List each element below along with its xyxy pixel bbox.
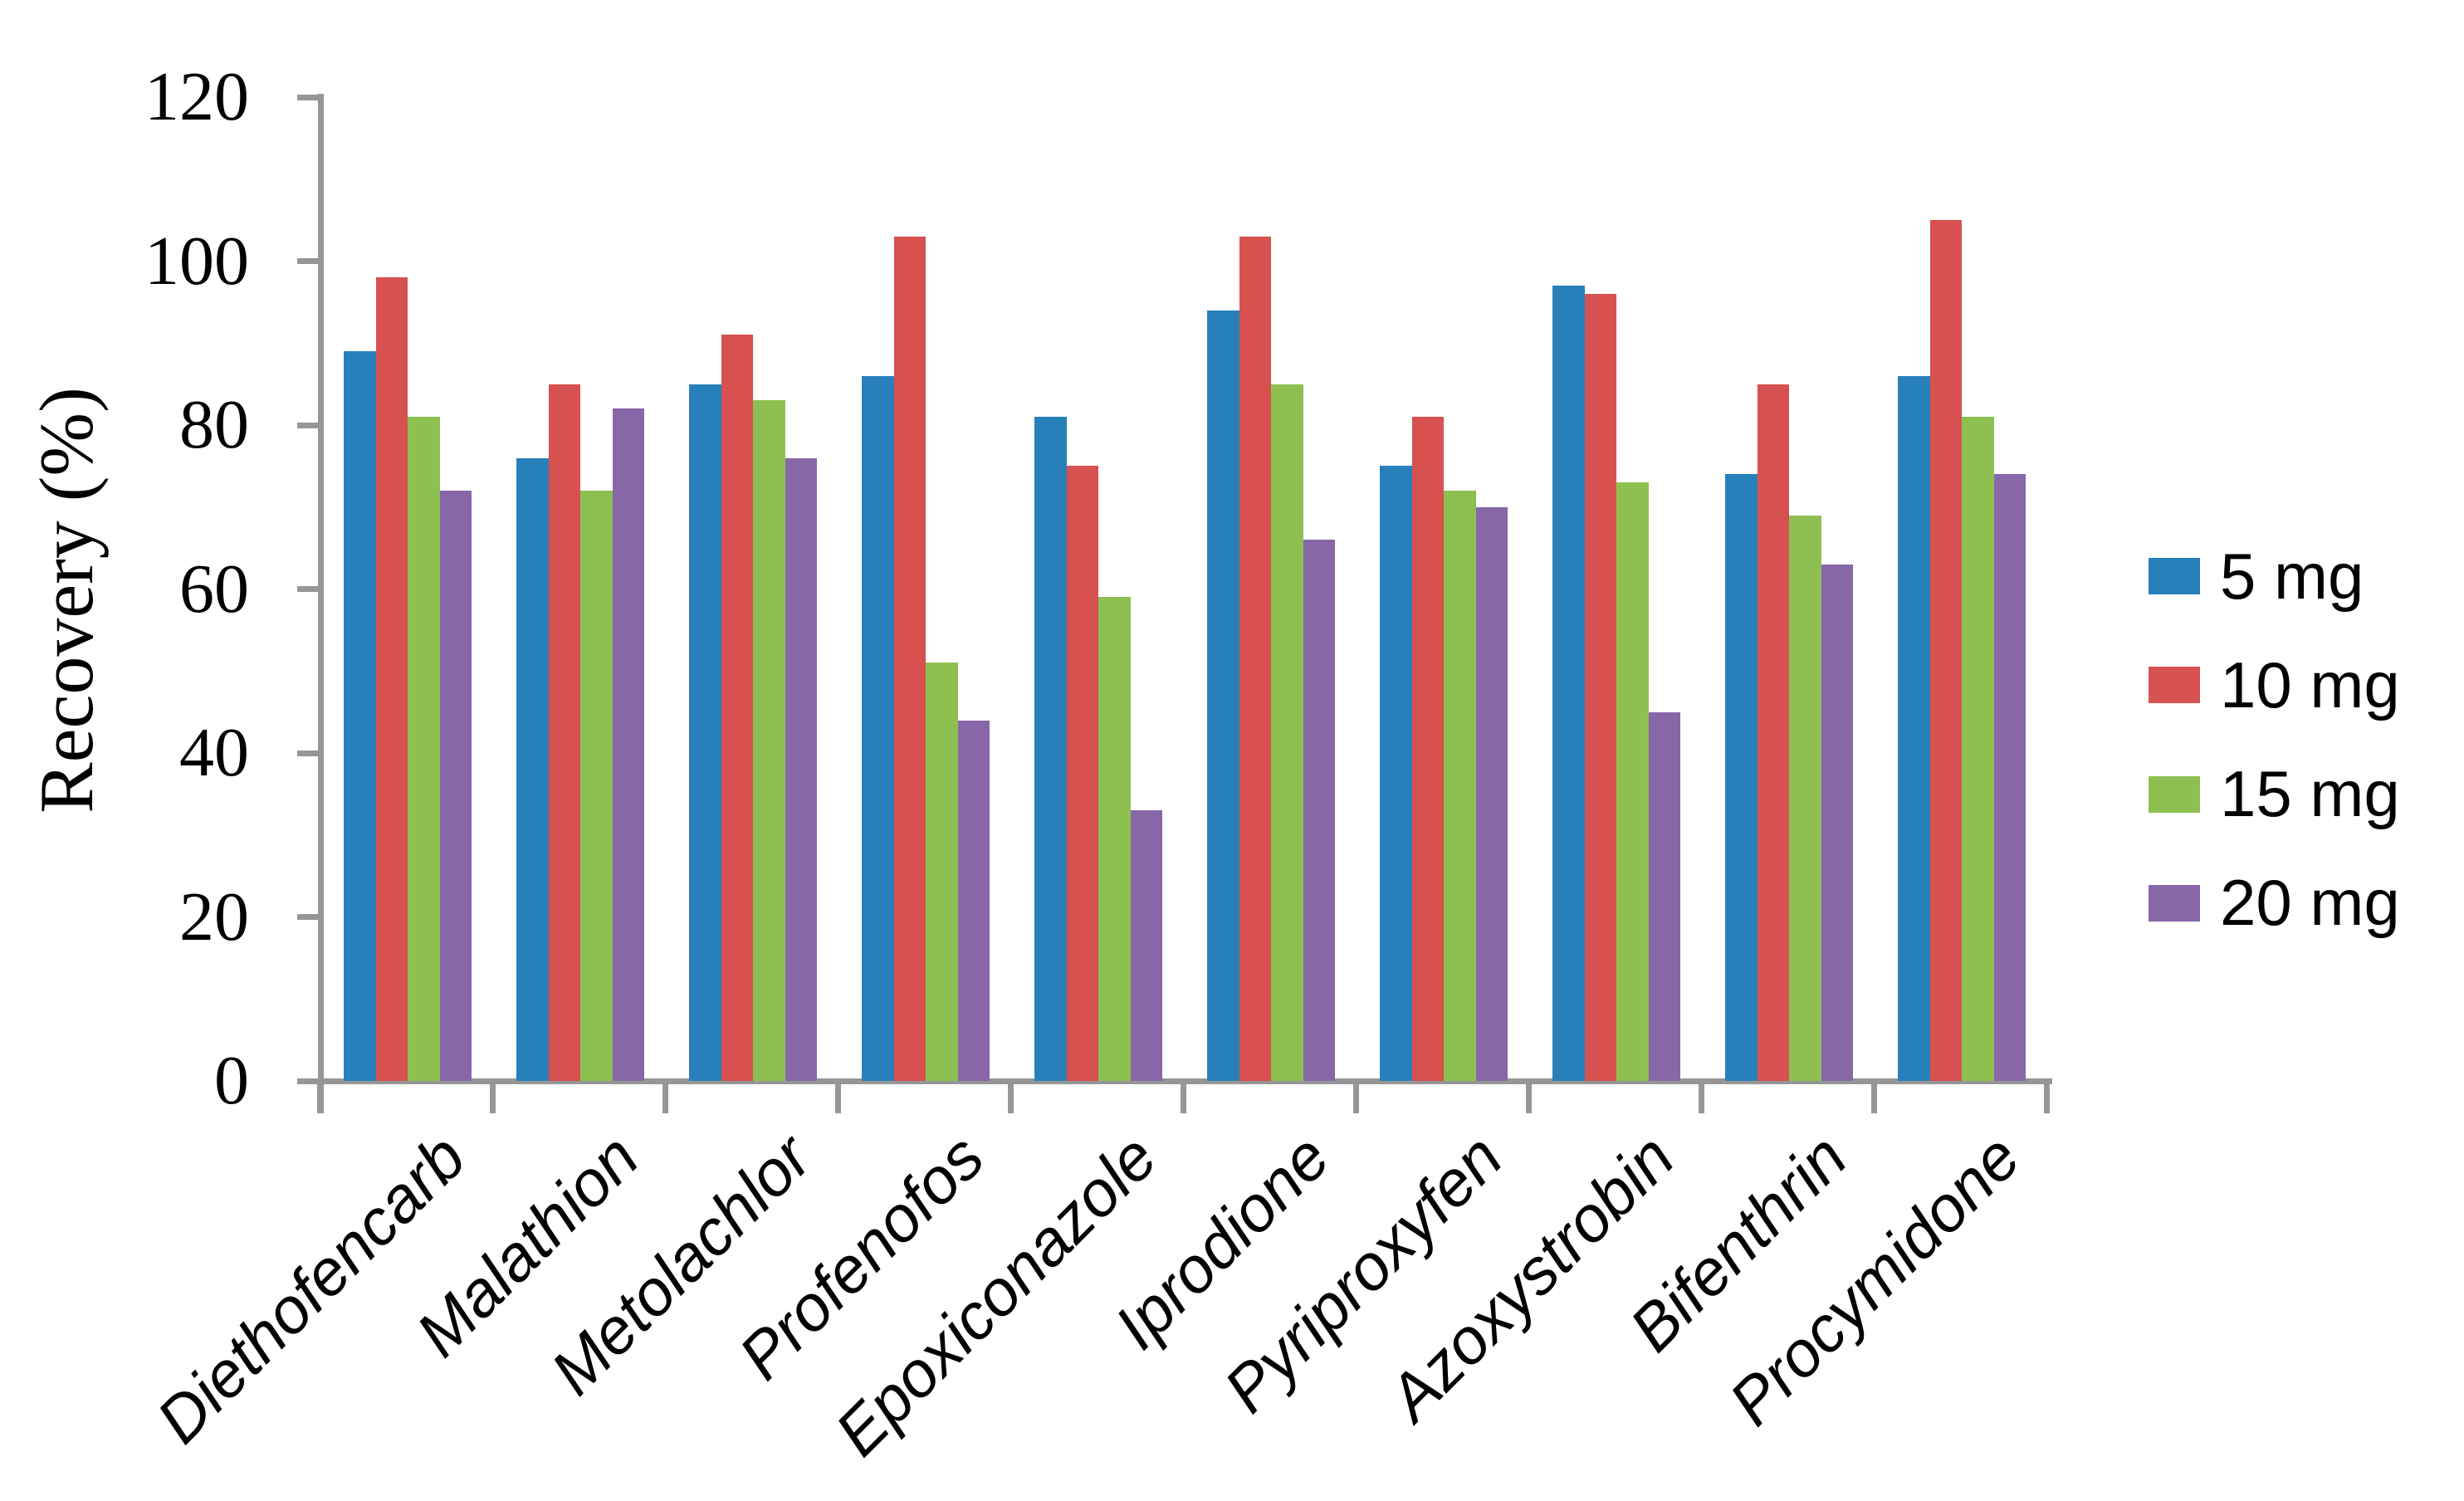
bar-epoxiconazole-20-mg [1130, 810, 1162, 1081]
legend-label-20-mg: 20 mg [2220, 866, 2400, 940]
bar-metolachlor-10-mg [721, 335, 753, 1081]
bar-diethofencarb-10-mg [375, 277, 408, 1081]
bar-malathion-10-mg [548, 384, 580, 1081]
legend-item-20-mg: 20 mg [2149, 866, 2400, 940]
y-tick-label-60: 60 [179, 550, 249, 628]
x-tick-0 [316, 1084, 323, 1113]
x-tick-2 [662, 1084, 668, 1113]
x-tick-4 [1007, 1084, 1014, 1113]
bar-azoxystrobin-20-mg [1648, 711, 1680, 1081]
bar-azoxystrobin-5-mg [1552, 286, 1585, 1081]
x-tick-7 [1525, 1084, 1532, 1113]
x-tick-9 [1870, 1084, 1877, 1113]
bar-malathion-15-mg [580, 491, 613, 1081]
legend-swatch-10-mg [2149, 667, 2200, 704]
bar-metolachlor-20-mg [785, 457, 817, 1081]
legend-label-15-mg: 15 mg [2220, 757, 2400, 831]
x-tick-10 [2043, 1084, 2050, 1113]
bar-diethofencarb-20-mg [439, 491, 472, 1081]
bar-profenofos-20-mg [957, 720, 990, 1081]
y-axis-line [318, 94, 324, 1113]
bar-procymidone-5-mg [1898, 375, 1930, 1081]
x-axis-label-diethofencarb: Diethofencarb [142, 1120, 480, 1457]
bar-pyriproxyfen-15-mg [1444, 491, 1476, 1081]
x-tick-5 [1180, 1084, 1186, 1113]
y-tick-60 [297, 586, 324, 592]
legend-swatch-15-mg [2149, 775, 2200, 813]
bar-metolachlor-5-mg [689, 384, 721, 1081]
bar-metolachlor-15-mg [753, 400, 785, 1081]
bar-bifenthrin-20-mg [1821, 564, 1853, 1081]
bar-iprodione-5-mg [1207, 310, 1239, 1081]
bar-procymidone-20-mg [1993, 474, 2026, 1081]
bar-azoxystrobin-15-mg [1616, 482, 1649, 1081]
y-tick-label-120: 120 [144, 58, 249, 135]
y-tick-120 [297, 94, 324, 100]
bar-profenofos-15-mg [926, 662, 958, 1081]
legend-label-5-mg: 5 mg [2220, 539, 2364, 613]
bar-epoxiconazole-10-mg [1066, 466, 1098, 1081]
y-tick-label-0: 0 [214, 1042, 249, 1119]
y-tick-label-100: 100 [144, 222, 249, 300]
legend-item-15-mg: 15 mg [2149, 757, 2400, 831]
bar-procymidone-10-mg [1929, 220, 1962, 1081]
legend-item-10-mg: 10 mg [2149, 648, 2400, 721]
bar-bifenthrin-10-mg [1757, 384, 1789, 1081]
bar-epoxiconazole-15-mg [1098, 597, 1131, 1081]
bar-azoxystrobin-10-mg [1584, 294, 1616, 1081]
bar-bifenthrin-5-mg [1725, 474, 1758, 1081]
bar-bifenthrin-15-mg [1789, 515, 1821, 1081]
y-tick-label-20: 20 [179, 878, 249, 956]
x-tick-1 [489, 1084, 496, 1113]
bar-iprodione-15-mg [1271, 384, 1303, 1081]
y-tick-80 [297, 422, 324, 428]
bar-pyriproxyfen-20-mg [1475, 506, 1508, 1081]
y-tick-100 [297, 258, 324, 264]
bar-procymidone-15-mg [1962, 417, 1994, 1081]
x-axis-line [297, 1078, 2052, 1084]
x-tick-8 [1698, 1084, 1704, 1113]
y-tick-label-40: 40 [179, 714, 249, 791]
bar-diethofencarb-15-mg [408, 417, 440, 1081]
x-tick-3 [834, 1084, 841, 1113]
bar-iprodione-20-mg [1303, 540, 1335, 1081]
legend-label-10-mg: 10 mg [2220, 648, 2400, 721]
bar-profenofos-10-mg [893, 236, 926, 1081]
y-tick-label-80: 80 [179, 386, 249, 463]
x-tick-6 [1352, 1084, 1359, 1113]
y-tick-0 [297, 1078, 324, 1084]
bar-pyriproxyfen-5-mg [1380, 466, 1412, 1081]
bar-diethofencarb-5-mg [344, 351, 376, 1081]
y-axis-title: Recovery (%) [24, 387, 109, 814]
y-tick-40 [297, 750, 324, 756]
bar-malathion-5-mg [516, 457, 549, 1081]
legend-swatch-5-mg [2149, 558, 2200, 594]
bar-pyriproxyfen-10-mg [1411, 417, 1444, 1081]
bar-profenofos-5-mg [862, 375, 894, 1081]
y-tick-20 [297, 914, 324, 920]
legend-item-5-mg: 5 mg [2149, 540, 2364, 613]
legend-swatch-20-mg [2149, 884, 2200, 922]
bar-malathion-20-mg [612, 408, 644, 1081]
bar-epoxiconazole-5-mg [1034, 417, 1067, 1081]
bar-iprodione-10-mg [1239, 236, 1271, 1081]
